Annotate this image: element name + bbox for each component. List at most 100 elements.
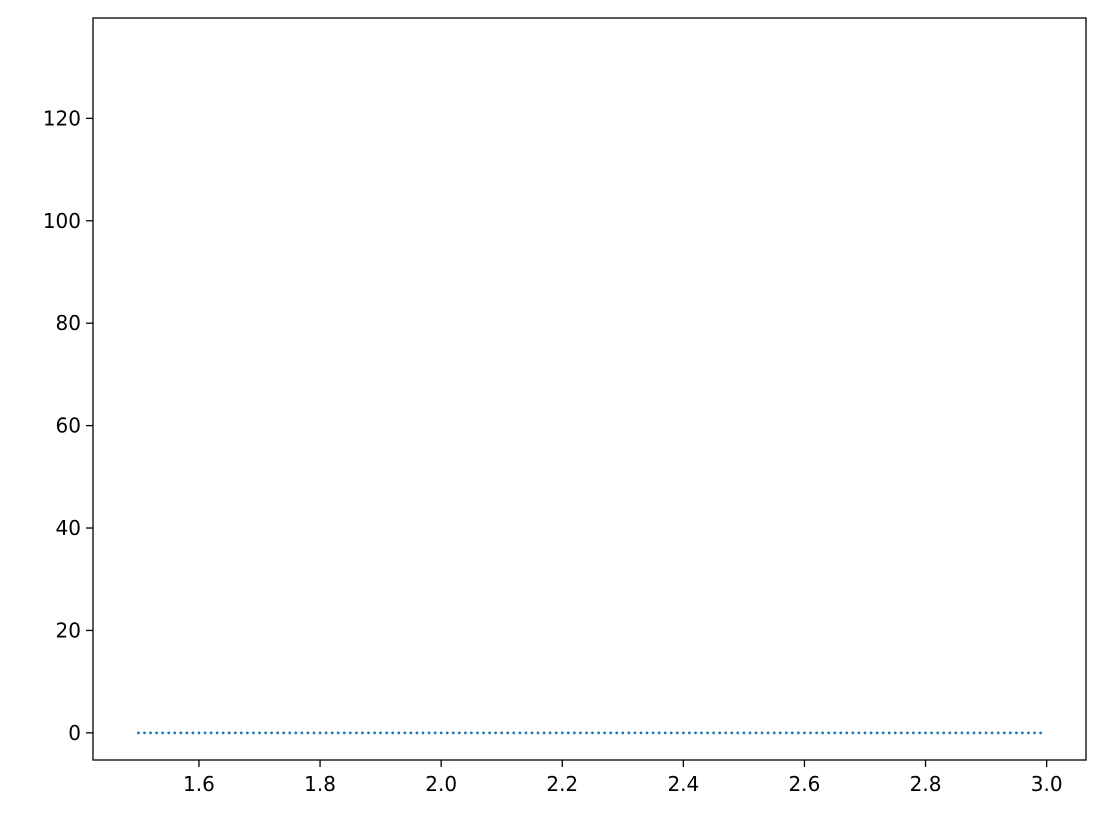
scatter-point	[167, 731, 171, 735]
scatter-point	[379, 731, 382, 735]
scatter-point	[778, 731, 782, 735]
scatter-point	[482, 731, 485, 735]
scatter-point	[821, 731, 824, 735]
scatter-point	[948, 731, 952, 735]
scatter-point	[712, 731, 715, 735]
scatter-point	[591, 731, 594, 735]
scatter-point	[621, 731, 625, 735]
x-tick-label: 3.0	[1031, 772, 1063, 796]
scatter-point	[318, 731, 322, 735]
scatter-point	[518, 731, 522, 735]
scatter-point	[512, 731, 516, 735]
scatter-point	[457, 731, 461, 735]
scatter-point	[258, 731, 261, 735]
scatter-point	[942, 731, 946, 735]
scatter-point	[573, 731, 576, 735]
scatter-point	[803, 731, 806, 735]
scatter-point	[427, 731, 431, 735]
x-axis: 1.6 1.8 2.0 2.2 2.4 2.6 2.8 3.0	[183, 760, 1063, 796]
scatter-point	[185, 731, 189, 735]
scatter-point	[239, 731, 243, 735]
scatter-point	[1021, 731, 1024, 735]
scatter-point	[342, 731, 346, 735]
scatter-point	[657, 731, 661, 735]
y-tick-label: 40	[56, 516, 81, 540]
scatter-point	[869, 731, 873, 735]
y-tick-label: 20	[56, 618, 81, 642]
scatter-point	[1008, 731, 1012, 735]
scatter-point	[736, 731, 740, 735]
scatter-point	[718, 731, 722, 735]
scatter-point	[688, 731, 691, 735]
scatter-point	[645, 731, 649, 735]
scatter-point	[694, 731, 697, 735]
scatter-point	[433, 731, 437, 735]
scatter-point	[137, 731, 140, 735]
scatter-point	[851, 731, 855, 735]
scatter-point	[215, 731, 219, 735]
scatter-point	[524, 731, 528, 735]
scatter-point	[760, 731, 764, 735]
scatter-point	[451, 731, 455, 735]
scatter-point	[972, 731, 976, 735]
scatter-point	[227, 731, 231, 735]
scatter-point	[663, 731, 667, 735]
scatter-point	[191, 731, 195, 735]
y-axis: 0 20 40 60 80 100 120	[43, 106, 93, 745]
scatter-point	[246, 731, 249, 735]
scatter-point	[609, 731, 613, 735]
scatter-point	[445, 731, 449, 735]
scatter-point	[893, 731, 897, 735]
scatter-point	[464, 731, 467, 735]
scatter-point	[730, 731, 734, 735]
scatter-point	[252, 731, 255, 735]
scatter-point	[809, 731, 812, 735]
scatter-point	[651, 731, 655, 735]
scatter-point	[899, 731, 903, 735]
scatter-point	[930, 731, 933, 735]
scatter-point	[566, 731, 570, 735]
scatter-point	[984, 731, 988, 735]
scatter-point	[506, 731, 510, 735]
scatter-point	[155, 731, 159, 735]
y-tick-label: 0	[68, 721, 81, 745]
scatter-point	[924, 731, 927, 735]
scatter-point	[403, 731, 407, 735]
scatter-point	[748, 731, 752, 735]
scatter-point	[724, 731, 728, 735]
scatter-point	[409, 731, 413, 735]
x-tick-label: 2.8	[910, 772, 942, 796]
scatter-point	[639, 731, 643, 735]
scatter-point	[306, 731, 310, 735]
scatter-point	[330, 731, 334, 735]
scatter-point	[391, 731, 395, 735]
scatter-point	[312, 731, 316, 735]
scatter-point	[149, 731, 152, 735]
scatter-point	[270, 731, 273, 735]
x-tick-label: 2.4	[667, 772, 699, 796]
scatter-point	[579, 731, 582, 735]
scatter-point	[300, 731, 304, 735]
scatter-point	[742, 731, 746, 735]
scatter-point	[276, 731, 280, 735]
scatter-point	[585, 731, 588, 735]
scatter-point	[936, 731, 940, 735]
scatter-point	[784, 731, 788, 735]
scatter-point	[875, 731, 879, 735]
scatter-point	[530, 731, 534, 735]
scatter-point	[233, 731, 237, 735]
y-tick-label: 100	[43, 209, 81, 233]
scatter-point	[536, 731, 540, 735]
scatter-point	[669, 731, 673, 735]
x-tick-label: 1.6	[183, 772, 215, 796]
scatter-point	[978, 731, 982, 735]
scatter-point	[548, 731, 552, 735]
scatter-point	[397, 731, 401, 735]
scatter-point	[960, 731, 964, 735]
scatter-point	[954, 731, 958, 735]
scatter-point	[797, 731, 800, 735]
scatter-point	[700, 731, 703, 735]
scatter-point	[488, 731, 491, 735]
scatter-point	[1002, 731, 1006, 735]
